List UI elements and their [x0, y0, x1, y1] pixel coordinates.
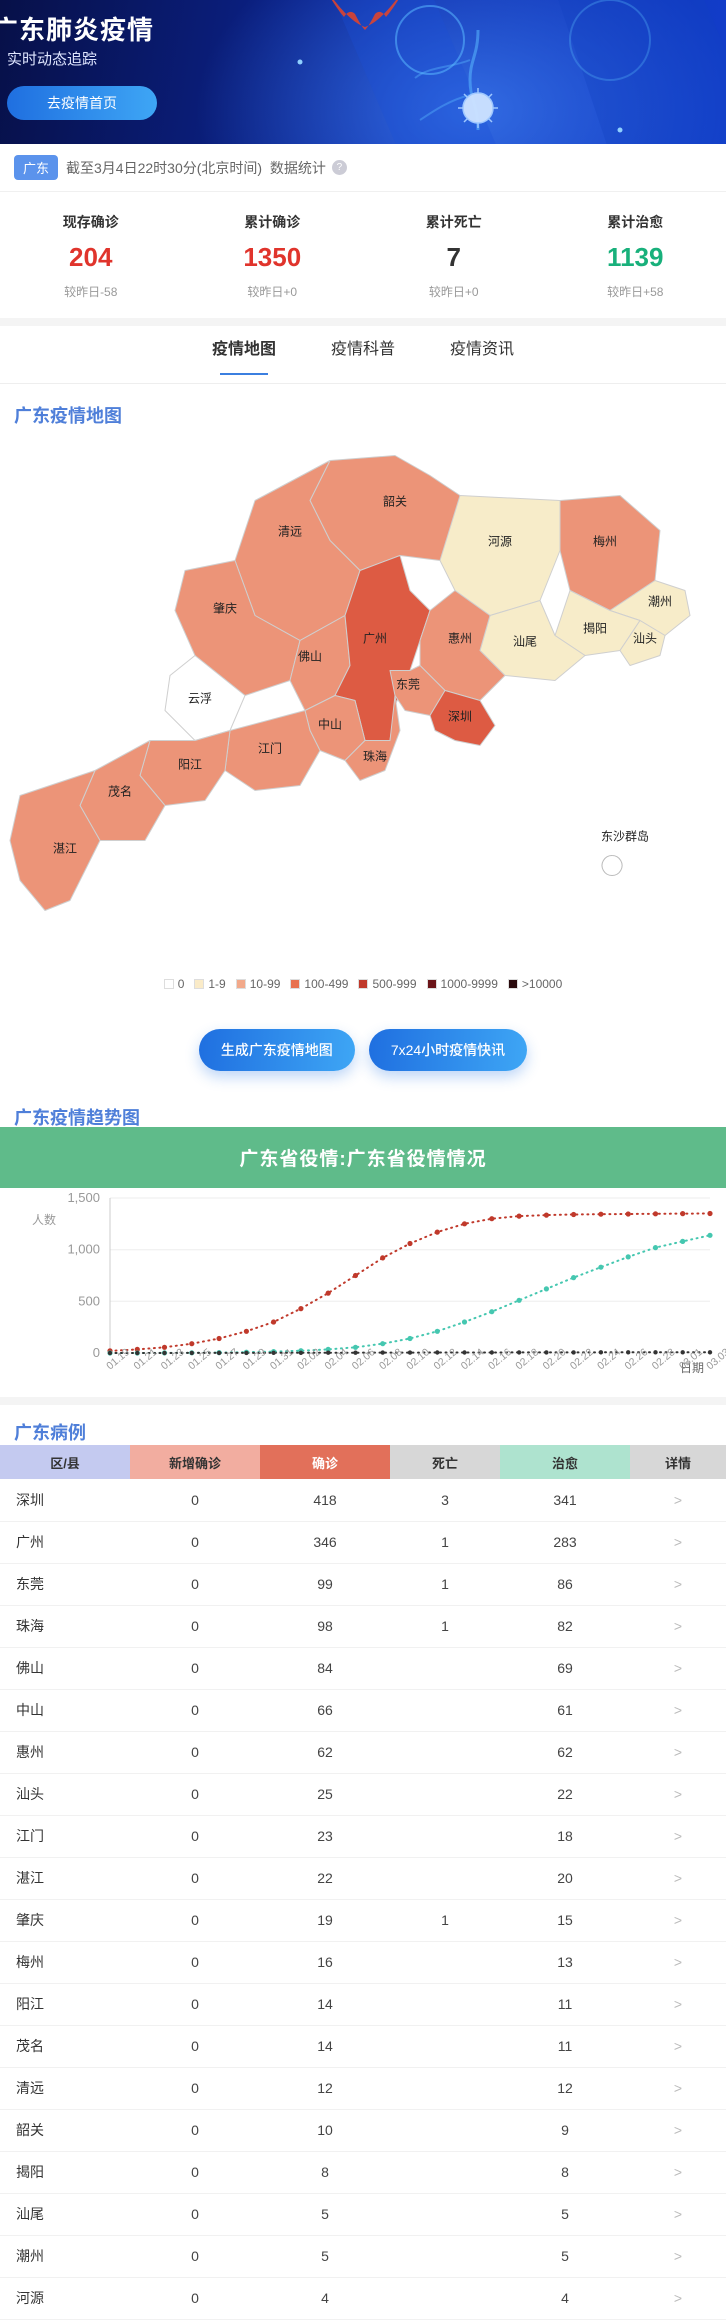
svg-text:02.10: 02.10 [404, 1346, 432, 1372]
svg-text:茂名: 茂名 [108, 784, 132, 799]
svg-text:01.27: 01.27 [213, 1346, 241, 1372]
svg-text:湛江: 湛江 [53, 842, 77, 856]
svg-text:02.16: 02.16 [486, 1346, 514, 1372]
svg-text:东莞: 东莞 [396, 678, 420, 692]
svg-text:02.06: 02.06 [350, 1346, 378, 1372]
svg-text:02.20: 02.20 [541, 1346, 569, 1372]
svg-text:河源: 河源 [488, 535, 512, 549]
svg-text:1,000: 1,000 [67, 1242, 100, 1257]
svg-text:肇庆: 肇庆 [213, 601, 237, 616]
svg-text:清远: 清远 [278, 525, 302, 539]
svg-text:03.03: 03.03 [704, 1346, 726, 1372]
svg-text:02.18: 02.18 [513, 1346, 541, 1372]
svg-text:02.08: 02.08 [377, 1346, 405, 1372]
svg-text:1,500: 1,500 [67, 1190, 100, 1205]
svg-text:广州: 广州 [363, 632, 387, 646]
svg-text:02.14: 02.14 [459, 1346, 487, 1372]
svg-text:珠海: 珠海 [363, 749, 387, 764]
svg-text:潮州: 潮州 [648, 594, 672, 609]
svg-text:02.12: 02.12 [432, 1346, 460, 1372]
svg-text:深圳: 深圳 [448, 710, 472, 724]
svg-text:01.25: 01.25 [186, 1346, 214, 1372]
svg-text:佛山: 佛山 [298, 650, 322, 664]
svg-text:02.26: 02.26 [622, 1346, 650, 1372]
svg-text:500: 500 [78, 1293, 100, 1308]
svg-text:揭阳: 揭阳 [583, 621, 607, 636]
svg-text:02.28: 02.28 [650, 1346, 678, 1372]
svg-text:汕头: 汕头 [633, 632, 657, 646]
svg-text:01.23: 01.23 [159, 1346, 187, 1372]
svg-text:韶关: 韶关 [383, 494, 407, 509]
svg-text:阳江: 阳江 [178, 758, 202, 772]
svg-text:云浮: 云浮 [188, 692, 212, 706]
svg-text:汕尾: 汕尾 [513, 635, 537, 649]
svg-text:江门: 江门 [258, 741, 282, 756]
svg-text:梅州: 梅州 [593, 534, 617, 549]
svg-text:02.22: 02.22 [568, 1346, 596, 1372]
svg-text:东沙群岛: 东沙群岛 [601, 829, 649, 844]
svg-text:人数: 人数 [32, 1212, 56, 1227]
svg-text:0: 0 [93, 1345, 100, 1360]
svg-text:惠州: 惠州 [448, 632, 472, 646]
svg-text:01.29: 01.29 [241, 1346, 269, 1372]
svg-text:中山: 中山 [318, 717, 342, 732]
svg-text:02.24: 02.24 [595, 1346, 623, 1372]
